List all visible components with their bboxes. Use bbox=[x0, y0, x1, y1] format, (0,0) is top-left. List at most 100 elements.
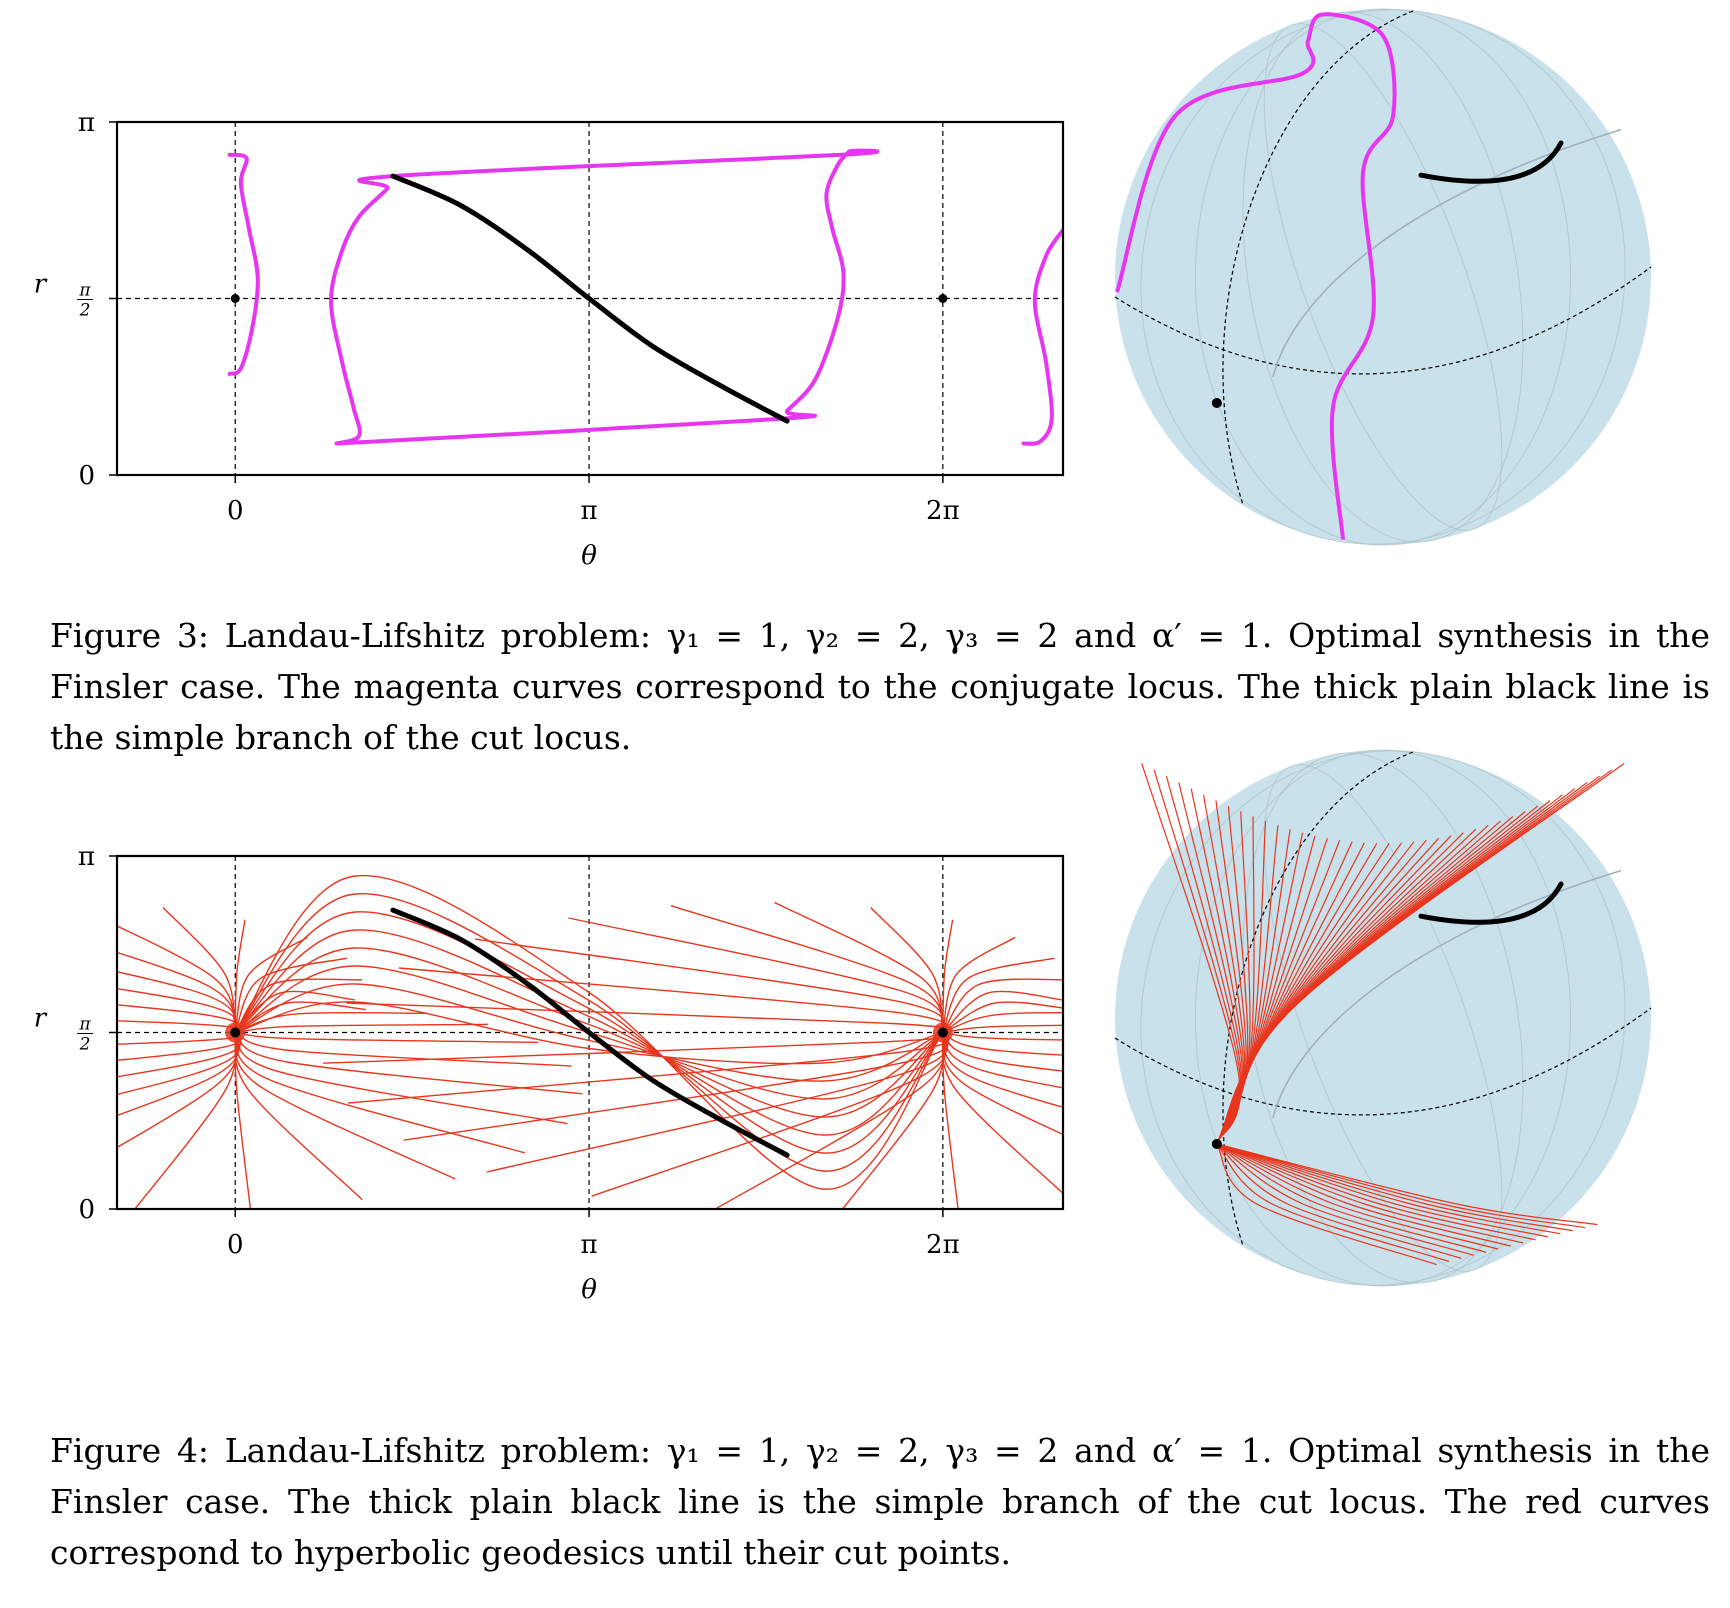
fig3-sphere-cut-locus bbox=[1418, 140, 1564, 184]
fig4-geodesic-a-13 bbox=[235, 1011, 429, 1034]
fig4-geodesic-arc-3 bbox=[234, 929, 944, 1136]
fig3-conjugate-curve-2 bbox=[1021, 228, 1063, 446]
fig4-geodesic-arc-6 bbox=[235, 983, 944, 1082]
fig3-ytick-label-0: 0 bbox=[78, 461, 95, 491]
fig4-sphere-geodesic-low-3 bbox=[1216, 1143, 1474, 1256]
fig3-meridian-0 bbox=[1263, 23, 1503, 531]
fig4-plot-area bbox=[117, 856, 1063, 1209]
fig3-great-circle bbox=[1272, 128, 1622, 378]
fig4-sphere-point bbox=[1211, 1138, 1222, 1149]
fig4-sphere-geodesic-low-1 bbox=[1216, 1143, 1450, 1263]
fig4-sphere-cut-locus bbox=[1418, 881, 1564, 925]
fig3-meridian-2 bbox=[1194, 8, 1572, 546]
fig4-geodesic-b-13 bbox=[942, 1011, 1063, 1034]
fig4-geodesic-a-29 bbox=[117, 1031, 242, 1046]
fig4-meridian-3 bbox=[1140, 750, 1626, 1286]
fig4-geodesic-a-24 bbox=[117, 1032, 238, 1149]
fig4-sphere-geodesic-low-8 bbox=[1216, 1143, 1536, 1241]
fig4-geodesic-b-5 bbox=[774, 901, 944, 1033]
fig4-geodesic-a-7 bbox=[234, 919, 246, 1033]
fig4-meridian-0 bbox=[1263, 764, 1503, 1272]
fig3-xtick-label-0: 0 bbox=[227, 496, 244, 526]
fig4-sphere-geodesic-low-7 bbox=[1216, 1143, 1524, 1244]
fig3-xlabel: θ bbox=[581, 541, 597, 571]
fig4-geodesic-a-18 bbox=[234, 1031, 568, 1125]
fig4-geodesic-b-25 bbox=[591, 1032, 947, 1197]
fig3-cut-locus bbox=[390, 173, 790, 424]
fig4-sphere-geodesic-low-2 bbox=[1216, 1143, 1462, 1259]
fig3-ytick-label-1: π bbox=[78, 108, 95, 138]
fig4-geodesic-b-26 bbox=[486, 1031, 948, 1173]
fig4-geodesic-arc-2 bbox=[234, 911, 944, 1154]
fig4-sphere-geodesic-low-0 bbox=[1216, 1143, 1437, 1266]
fig4-point-1 bbox=[937, 1027, 948, 1038]
fig4-sphere-geodesic-low-6 bbox=[1216, 1143, 1511, 1247]
fig3-equator bbox=[1114, 266, 1652, 375]
fig4-sphere-geodesic-low-9 bbox=[1216, 1143, 1549, 1238]
fig3-conjugate-curve-1 bbox=[329, 148, 880, 446]
fig4-sphere-geodesic-low-13 bbox=[1216, 1143, 1598, 1226]
fig4-geodesic-a-27 bbox=[117, 1031, 242, 1078]
fig4-meridian-2 bbox=[1194, 749, 1572, 1287]
fig4-cut-locus bbox=[390, 907, 790, 1158]
fig4-point-0 bbox=[230, 1027, 241, 1038]
fig3-sphere-body bbox=[1115, 9, 1651, 545]
figure-4-sphere bbox=[1114, 749, 1652, 1287]
fig4-sphere-geodesic-low-10 bbox=[1216, 1143, 1561, 1235]
fig3-ytick-half-num: π bbox=[78, 281, 91, 301]
fig4-geodesic-b-14 bbox=[942, 1024, 1063, 1034]
fig4-geodesic-b-16 bbox=[942, 1031, 1063, 1056]
fig4-geodesic-b-9 bbox=[942, 957, 1055, 1033]
fig4-geodesic-b-21 bbox=[941, 1032, 1063, 1195]
fig3-point-1 bbox=[938, 294, 948, 303]
fig4-geodesic-b-24 bbox=[713, 1032, 946, 1209]
fig4-geodesic-b-11 bbox=[942, 990, 1063, 1034]
fig4-geodesic-b-10 bbox=[942, 978, 1063, 1033]
fig4-sphere-geodesic-low-5 bbox=[1216, 1143, 1499, 1250]
fig3-sphere-point bbox=[1211, 397, 1222, 408]
fig4-geodesic-a-21 bbox=[234, 1032, 363, 1201]
fig4-geodesic-a-16 bbox=[235, 1031, 572, 1067]
fig4-geodesic-arc-0 bbox=[234, 874, 944, 1190]
fig4-geodesic-arc-7 bbox=[235, 1001, 944, 1065]
fig4-geodesic-a-5 bbox=[117, 925, 236, 1033]
fig4-sphere-geodesic-low-4 bbox=[1216, 1143, 1487, 1253]
fig4-ytick-half-den: 2 bbox=[79, 1035, 91, 1055]
fig4-geodesic-a-26 bbox=[117, 1031, 241, 1096]
fig4-geodesic-b-8 bbox=[942, 936, 1016, 1033]
figure-4-caption: Figure 4: Landau-Lifshitz problem: γ₁ = … bbox=[50, 1431, 1710, 1572]
fig4-ylabel: r bbox=[34, 1004, 48, 1034]
fig4-geodesic-a-25 bbox=[117, 1032, 240, 1117]
fig3-meridian-3 bbox=[1140, 9, 1626, 545]
fig4-xlabel: θ bbox=[581, 1275, 597, 1305]
fig4-geodesic-a-9 bbox=[234, 957, 347, 1033]
fig4-ytick-half-num: π bbox=[78, 1015, 91, 1035]
fig4-geodesic-b-23 bbox=[841, 1032, 945, 1209]
fig4-geodesic-a-8 bbox=[234, 936, 308, 1033]
fig4-geodesic-a-10 bbox=[234, 978, 363, 1033]
fig4-ytick-label-1: π bbox=[78, 842, 95, 872]
fig4-sphere-geodesic-39 bbox=[1216, 762, 1625, 1145]
figure-3: 0 π 2π 0 π π 2 θ r Figure 3: Landau-Lifshitz pro… bbox=[0, 0, 1730, 757]
fig4-geodesic-b-15 bbox=[942, 1031, 1063, 1041]
fig4-xtick-label-0: 0 bbox=[227, 1230, 244, 1260]
fig4-geodesic-b-27 bbox=[403, 1031, 949, 1141]
fig4-geodesic-arc-4 bbox=[234, 947, 944, 1118]
fig4-geodesic-arc-1 bbox=[234, 893, 944, 1172]
fig4-geodesic-a-14 bbox=[235, 1023, 488, 1034]
fig4-geodesic-b-17 bbox=[942, 1031, 1063, 1072]
fig3-point-0 bbox=[230, 294, 240, 303]
fig3-ylabel: r bbox=[34, 270, 48, 300]
fig4-geodesic-a-23 bbox=[133, 1032, 237, 1209]
fig4-ytick-label-0: 0 bbox=[78, 1195, 95, 1225]
fig4-geodesic-a-17 bbox=[234, 1031, 583, 1095]
fig4-sphere-geodesic-low-12 bbox=[1216, 1143, 1586, 1229]
fig4-equator bbox=[1114, 1007, 1652, 1116]
fig4-geodesic-a-15 bbox=[235, 1031, 538, 1043]
fig3-xtick-label-2: 2π bbox=[926, 496, 960, 526]
fig4-geodesic-b-6 bbox=[870, 907, 944, 1033]
figure-3-sphere bbox=[1114, 8, 1652, 546]
